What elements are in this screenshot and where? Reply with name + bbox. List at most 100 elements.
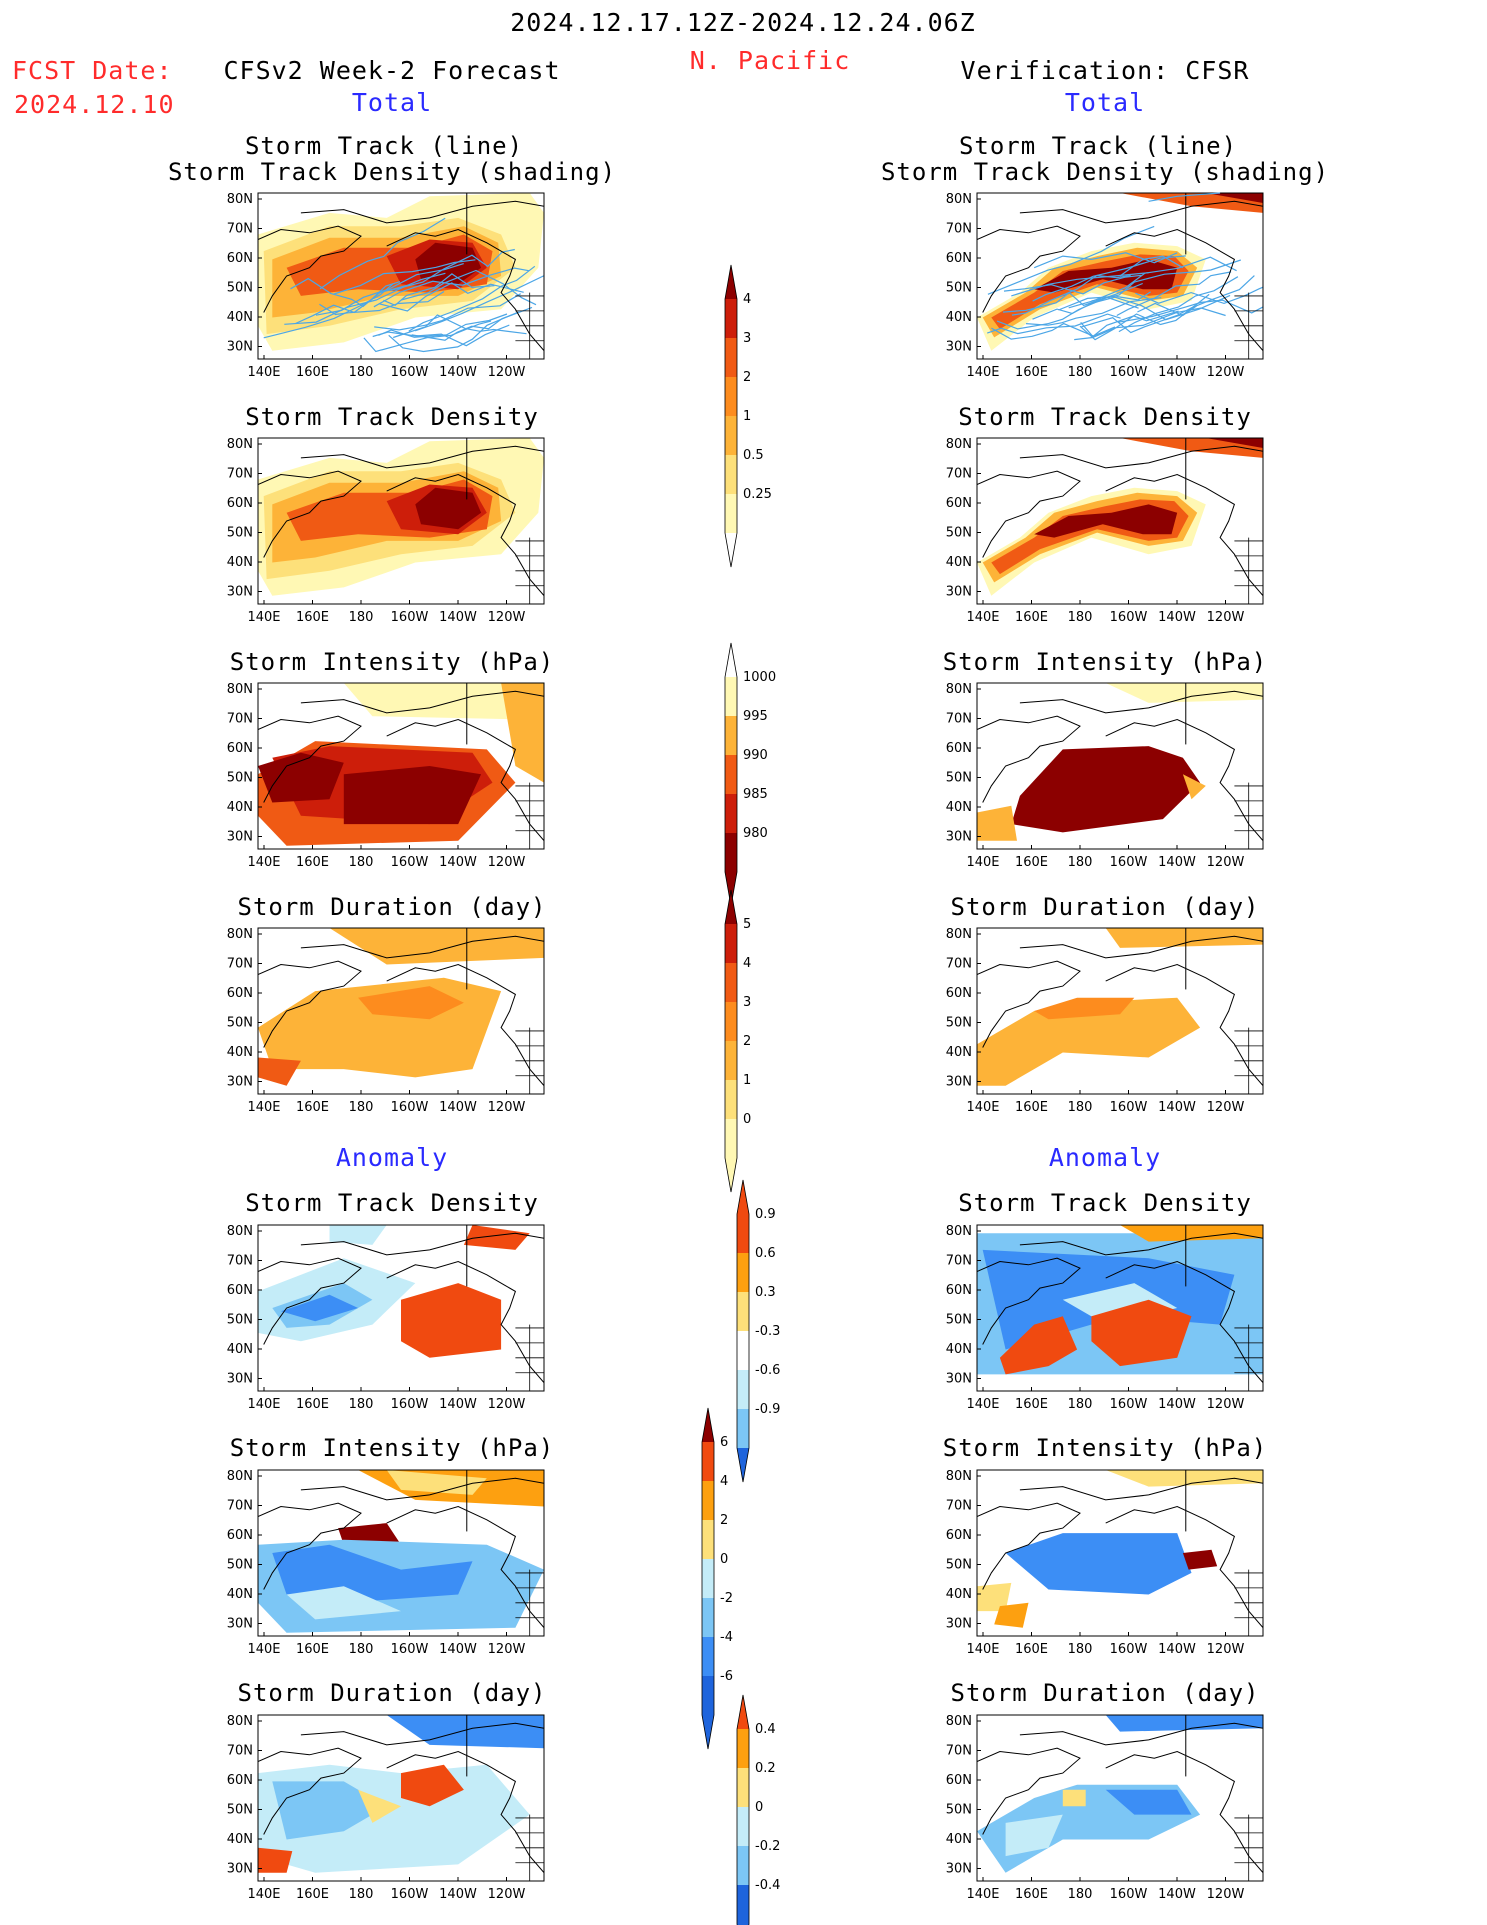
- lon-tick-label: 160E: [296, 1397, 329, 1412]
- lat-tick-label: 50N: [227, 1313, 253, 1328]
- panel-title-track-line-left: Storm Track (line): [244, 132, 524, 160]
- lat-tick-label: 70N: [946, 222, 972, 237]
- region-title: N. Pacific: [689, 46, 851, 75]
- panel-title-track-shading-right: Storm Track Density (shading): [880, 158, 1330, 186]
- lat-tick-label: 80N: [946, 1714, 972, 1729]
- colorbar-tick-label: 0.6: [755, 1246, 776, 1261]
- colorbar-tick-label: -2: [720, 1591, 733, 1606]
- lon-tick-label: 140W: [1158, 610, 1196, 625]
- lon-tick-label: 160E: [296, 1642, 329, 1657]
- lat-tick-label: 60N: [946, 1528, 972, 1543]
- lat-tick-label: 40N: [227, 1587, 253, 1602]
- lat-tick-label: 80N: [946, 927, 972, 942]
- lat-tick-label: 80N: [946, 1469, 972, 1484]
- lon-tick-label: 140E: [966, 1642, 999, 1657]
- lat-tick-label: 30N: [227, 585, 253, 600]
- lon-tick-label: 120W: [488, 1887, 526, 1902]
- lat-tick-label: 30N: [946, 1617, 972, 1632]
- panel-title-density-anom-right: Storm Track Density: [958, 1189, 1252, 1217]
- lon-tick-label: 140W: [1158, 1397, 1196, 1412]
- lon-tick-label: 180: [1068, 1100, 1093, 1115]
- lat-tick-label: 30N: [227, 1862, 253, 1877]
- colorbar-tick-label: 1: [743, 1073, 751, 1088]
- fcst-date-label: FCST Date:: [12, 56, 173, 85]
- lon-tick-label: 180: [349, 1642, 374, 1657]
- colorbar-tick-label: 5: [743, 917, 751, 932]
- lon-tick-label: 140E: [966, 365, 999, 380]
- lat-tick-label: 40N: [227, 310, 253, 325]
- lon-tick-label: 160E: [1015, 855, 1048, 870]
- lat-tick-label: 60N: [946, 1773, 972, 1788]
- lat-tick-label: 70N: [227, 957, 253, 972]
- panel-title-density-anom-left: Storm Track Density: [245, 1189, 539, 1217]
- lon-tick-label: 160W: [391, 1642, 429, 1657]
- lon-tick-label: 160W: [1110, 1397, 1148, 1412]
- lon-tick-label: 160W: [1110, 1887, 1148, 1902]
- lon-tick-label: 120W: [1207, 610, 1245, 625]
- lon-tick-label: 160W: [1110, 855, 1148, 870]
- colorbar-tick-label: 0.3: [755, 1285, 776, 1300]
- colorbar-tick-label: 990: [743, 748, 768, 763]
- colorbar-tick-label: 0: [755, 1800, 763, 1815]
- verification-track-lines: [1011, 192, 1221, 297]
- lon-tick-label: 180: [1068, 1887, 1093, 1902]
- colorbar-tick-label: 0: [743, 1112, 751, 1127]
- lon-tick-label: 120W: [488, 1397, 526, 1412]
- lat-tick-label: 40N: [227, 1832, 253, 1847]
- lat-tick-label: 30N: [946, 1372, 972, 1387]
- colorbar-tick-label: 6: [720, 1435, 728, 1450]
- lat-tick-label: 30N: [946, 585, 972, 600]
- panel-title-track-line-right: Storm Track (line): [958, 132, 1238, 160]
- lat-tick-label: 50N: [946, 1313, 972, 1328]
- lat-tick-label: 80N: [227, 682, 253, 697]
- lat-tick-label: 60N: [227, 251, 253, 266]
- lat-tick-label: 80N: [946, 437, 972, 452]
- lon-tick-label: 120W: [488, 365, 526, 380]
- panel-title-duration-anom-right: Storm Duration (day): [950, 1679, 1260, 1707]
- verification-map-6: 80N 70N 60N 50N 40N 30N 140E 160E 180 160W 140W 120…: [946, 1469, 1264, 1657]
- lon-tick-label: 180: [349, 610, 374, 625]
- lon-tick-label: 160E: [296, 1887, 329, 1902]
- lat-tick-label: 80N: [946, 682, 972, 697]
- panel-title-intensity-right: Storm Intensity (hPa): [942, 648, 1268, 676]
- panel-title-duration-left: Storm Duration (day): [237, 893, 547, 921]
- lat-tick-label: 70N: [946, 1254, 972, 1269]
- period-title: 2024.12.17.12Z-2024.12.24.06Z: [510, 8, 976, 37]
- colorbar-tick-label: 0.4: [755, 1722, 776, 1737]
- colorbar-tick-label: 995: [743, 709, 768, 724]
- lon-tick-label: 160W: [1110, 1642, 1148, 1657]
- lon-tick-label: 160W: [391, 1100, 429, 1115]
- colorbar-tick-label: 0: [720, 1552, 728, 1567]
- lon-tick-label: 140E: [966, 1397, 999, 1412]
- lon-tick-label: 120W: [488, 855, 526, 870]
- verification-column-title: Verification: CFSR: [960, 56, 1250, 85]
- lon-tick-label: 140W: [1158, 1887, 1196, 1902]
- lon-tick-label: 140E: [247, 1642, 280, 1657]
- colorbar-tick-label: -6: [720, 1669, 733, 1684]
- forecast-map-5: 80N 70N 60N 50N 40N 30N 140E 160E 180 160W 140W 120…: [227, 1224, 545, 1412]
- lon-tick-label: 160E: [1015, 365, 1048, 380]
- lat-tick-label: 80N: [227, 437, 253, 452]
- lat-tick-label: 70N: [946, 957, 972, 972]
- lon-tick-label: 140E: [247, 365, 280, 380]
- panel-title-density-left: Storm Track Density: [245, 403, 539, 431]
- lat-tick-label: 30N: [946, 1075, 972, 1090]
- lon-tick-label: 160W: [1110, 610, 1148, 625]
- colorbar-tick-label: -4: [720, 1630, 733, 1645]
- lat-tick-label: 50N: [227, 771, 253, 786]
- lat-tick-label: 50N: [227, 1558, 253, 1573]
- colorbar-tick-label: 3: [743, 331, 751, 346]
- lat-tick-label: 70N: [946, 1744, 972, 1759]
- total-label-right: Total: [1064, 88, 1146, 117]
- lat-tick-label: 40N: [946, 800, 972, 815]
- lat-tick-label: 80N: [227, 1714, 253, 1729]
- lat-tick-label: 50N: [227, 1016, 253, 1031]
- lat-tick-label: 70N: [227, 1499, 253, 1514]
- lon-tick-label: 140E: [247, 1887, 280, 1902]
- colorbar-tick-label: 1: [743, 409, 751, 424]
- lon-tick-label: 140E: [247, 610, 280, 625]
- lon-tick-label: 140E: [966, 610, 999, 625]
- lat-tick-label: 60N: [946, 986, 972, 1001]
- lat-tick-label: 50N: [227, 281, 253, 296]
